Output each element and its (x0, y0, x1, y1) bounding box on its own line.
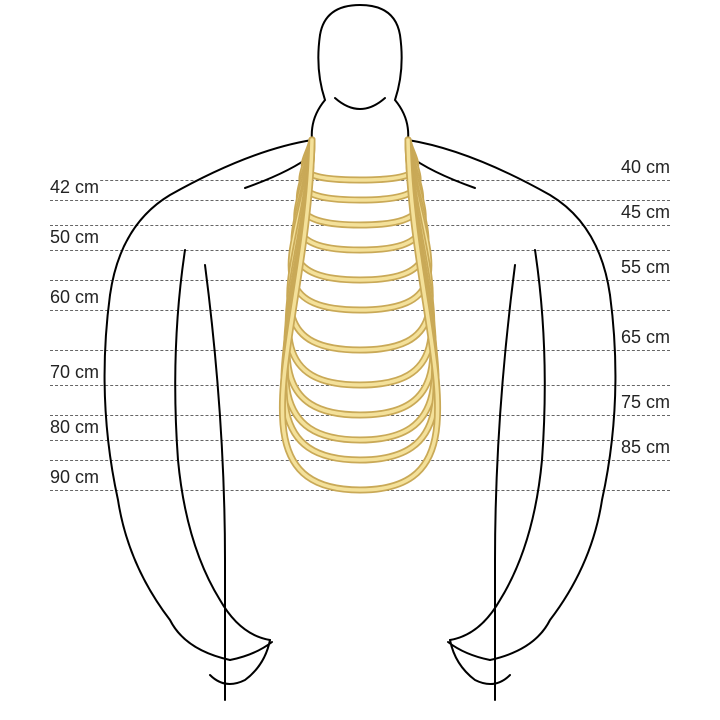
length-label-left: 80 cm (50, 417, 99, 438)
length-label-right: 75 cm (621, 392, 670, 413)
figure-svg (0, 0, 720, 720)
length-label-left: 50 cm (50, 227, 99, 248)
chain (302, 140, 418, 200)
length-label-left: 90 cm (50, 467, 99, 488)
length-label-right: 45 cm (621, 202, 670, 223)
chain (302, 140, 418, 200)
chain (304, 140, 415, 180)
size-chart-canvas: 42 cm 50 cm 60 cm 70 cm 80 cm 90 cm 40 cm 45 cm… (0, 0, 720, 720)
length-label-right: 55 cm (621, 257, 670, 278)
length-label-right: 40 cm (621, 157, 670, 178)
length-label-left: 70 cm (50, 362, 99, 383)
length-label-left: 60 cm (50, 287, 99, 308)
necklace-chains (282, 140, 437, 490)
length-label-left: 42 cm (50, 177, 99, 198)
length-label-right: 85 cm (621, 437, 670, 458)
length-label-right: 65 cm (621, 327, 670, 348)
